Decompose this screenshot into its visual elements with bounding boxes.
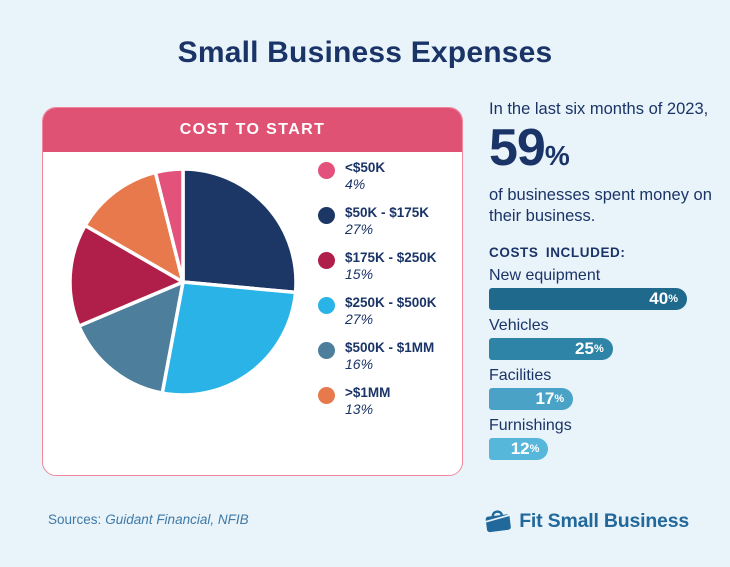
- pie-slice--50k: [153, 167, 185, 284]
- stat-intro: In the last six months of 2023,: [489, 100, 709, 118]
- bar-label: New equipment: [489, 266, 601, 284]
- sources-names: Guidant Financial, NFIB: [105, 512, 249, 527]
- costs-included-heading: COSTS INCLUDED:: [489, 244, 626, 260]
- stat-value: 59%: [489, 122, 719, 183]
- bar-value-unit: %: [529, 442, 540, 455]
- briefcase-icon: [485, 510, 512, 533]
- legend-value: 15%: [345, 266, 374, 282]
- legend-item: <$50K 4%: [318, 160, 437, 193]
- legend-label: $500K - $1MM: [345, 340, 435, 355]
- stat-number: 59: [489, 118, 546, 177]
- pie-slice--175k-250k: [68, 223, 185, 328]
- legend-label: $50K - $175K: [345, 205, 430, 220]
- bar-group: New equipment 40%: [489, 266, 687, 310]
- logo-text: Fit Small Business: [519, 509, 689, 532]
- bar-value-unit: %: [554, 392, 565, 405]
- legend-label: <$50K: [345, 160, 386, 175]
- stat-percent-sign: %: [544, 139, 570, 171]
- fit-small-business-logo: Fit Small Business: [484, 509, 689, 533]
- bar-group: Facilities 17%: [489, 366, 687, 410]
- legend-color-dot: [318, 387, 335, 404]
- bar-furnishings: 12%: [489, 437, 549, 460]
- cost-to-start-pie-chart: [68, 167, 298, 397]
- bar-new-equipment: 40%: [489, 287, 687, 310]
- legend-item: $175K - $250K 15%: [318, 250, 437, 283]
- pie-slice--50k-175k: [181, 167, 298, 295]
- bar-value: 17: [535, 388, 555, 408]
- sources-label: Sources:: [48, 512, 102, 527]
- bar-label: Furnishings: [489, 416, 572, 434]
- pie-slice--1mm: [83, 170, 185, 284]
- costs-bar-chart: New equipment 40% Vehicles 25% Facilities 17%…: [489, 266, 687, 460]
- legend-item: $50K - $175K 27%: [318, 205, 437, 238]
- pie-slice--250k-500k: [160, 280, 298, 397]
- bar-label: Vehicles: [489, 316, 549, 334]
- card-header: COST TO START: [43, 108, 462, 152]
- legend-item: $500K - $1MM 16%: [318, 340, 437, 373]
- bar-vehicles: 25%: [489, 337, 613, 360]
- bar-value-unit: %: [668, 292, 678, 305]
- legend-label: >$1MM: [345, 385, 391, 400]
- right-column: In the last six months of 2023, 59% of b…: [489, 99, 719, 466]
- sources-note: Sources: Guidant Financial, NFIB: [48, 512, 249, 527]
- legend-color-dot: [318, 297, 335, 314]
- bar-group: Furnishings 12%: [489, 416, 687, 460]
- pie-slice--500k-1mm: [77, 280, 185, 395]
- legend-value: 27%: [345, 221, 374, 237]
- legend-value: 13%: [345, 401, 374, 417]
- legend-item: $250K - $500K 27%: [318, 295, 437, 328]
- legend-color-dot: [318, 252, 335, 269]
- bar-label: Facilities: [489, 366, 552, 384]
- pie-legend: <$50K 4% $50K - $175K 27% $175K - $250K 15% $2…: [318, 160, 437, 418]
- bar-value: 12: [510, 438, 530, 458]
- bar-value-unit: %: [593, 342, 604, 355]
- card-body: <$50K 4% $50K - $175K 27% $175K - $250K 15% $2…: [43, 152, 462, 475]
- legend-label: $250K - $500K: [345, 295, 437, 310]
- legend-value: 4%: [345, 176, 366, 192]
- bar-facilities: 17%: [489, 387, 574, 410]
- bar-value: 25: [575, 338, 594, 358]
- bar-value: 40: [649, 288, 669, 308]
- legend-value: 27%: [345, 311, 374, 327]
- legend-item: >$1MM 13%: [318, 385, 437, 418]
- card-header-title: COST TO START: [179, 121, 326, 138]
- legend-value: 16%: [345, 356, 374, 372]
- legend-color-dot: [318, 207, 335, 224]
- legend-label: $175K - $250K: [345, 250, 437, 265]
- legend-color-dot: [318, 162, 335, 179]
- cost-to-start-card: COST TO START <$50K 4% $50K - $175K 27% $175…: [42, 107, 463, 476]
- bar-group: Vehicles 25%: [489, 316, 687, 360]
- legend-color-dot: [318, 342, 335, 359]
- page-title: Small Business Expenses: [177, 36, 553, 69]
- stat-description: of businesses spent money on their busin…: [489, 185, 712, 226]
